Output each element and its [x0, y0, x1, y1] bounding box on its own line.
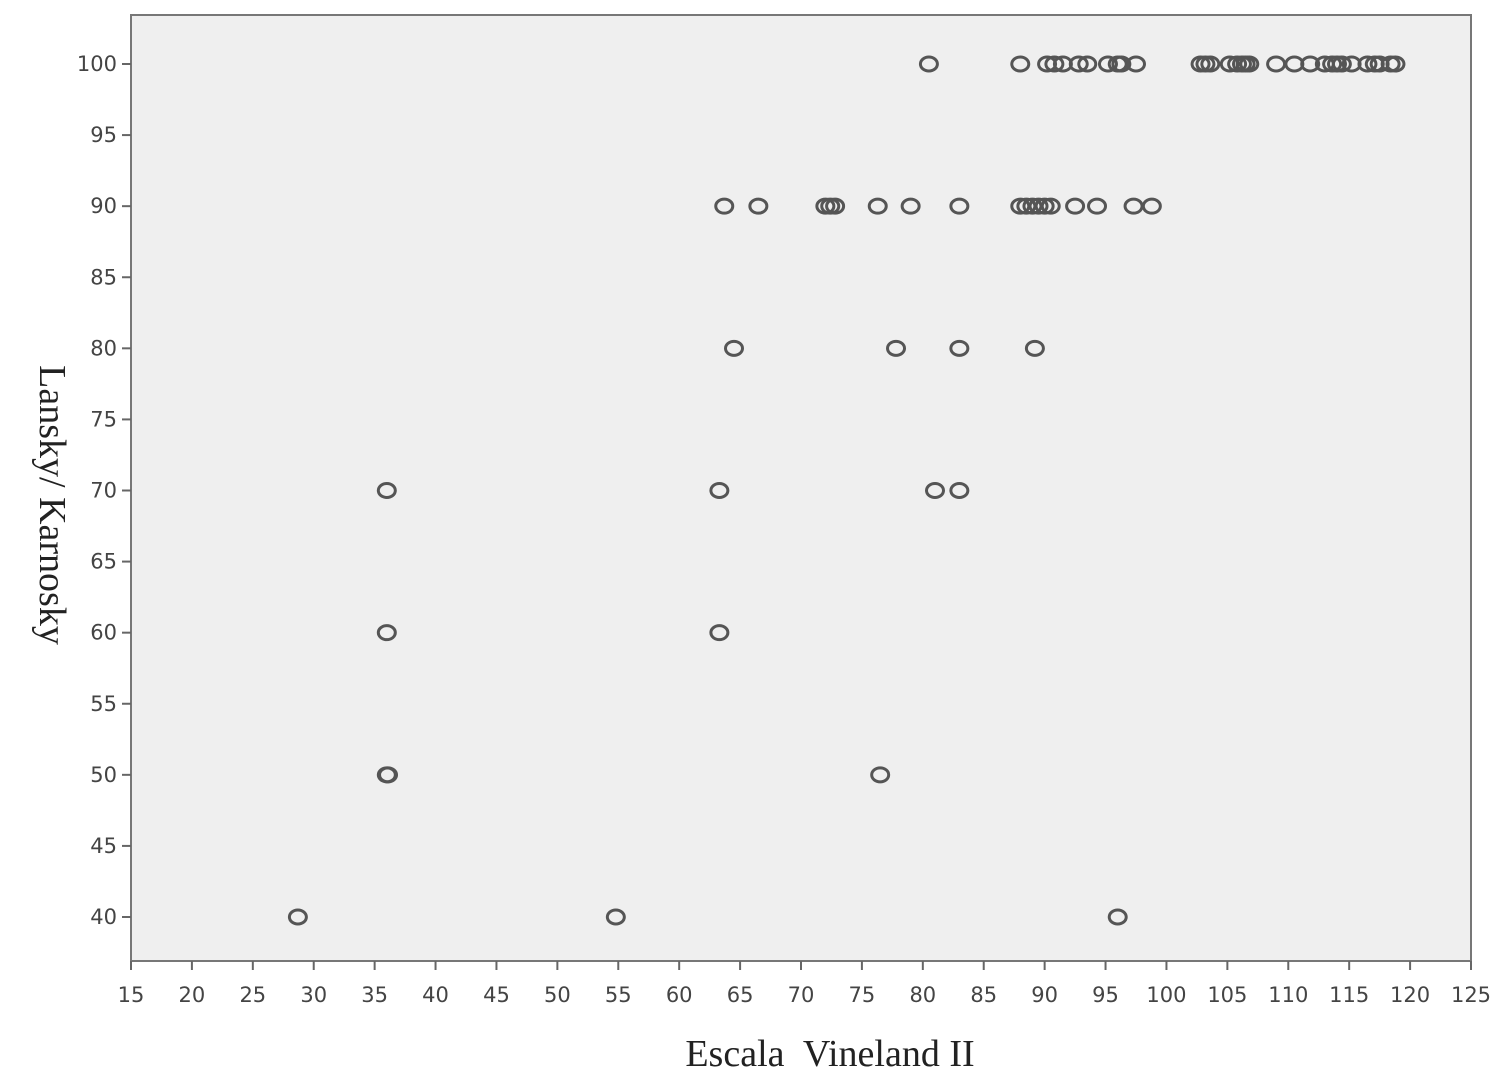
x-tick-label: 20 — [179, 983, 206, 1007]
y-axis-title: Lansky/ Karnosky — [31, 365, 73, 645]
plot-area — [130, 14, 1472, 962]
x-tick-label: 75 — [849, 983, 876, 1007]
x-tick-label: 60 — [666, 983, 693, 1007]
y-tick-label: 75 — [90, 407, 117, 431]
data-point — [1087, 197, 1108, 215]
y-tick-label: 70 — [90, 479, 117, 503]
y-tick-label: 85 — [90, 265, 117, 289]
x-tick-label: 40 — [422, 983, 449, 1007]
y-tick-label: 50 — [90, 763, 117, 787]
data-point — [378, 766, 399, 784]
data-point — [605, 908, 626, 926]
data-point — [1111, 55, 1132, 73]
y-tick-label: 55 — [90, 692, 117, 716]
x-tick-label: 70 — [788, 983, 815, 1007]
data-points — [287, 55, 1406, 926]
data-point — [1331, 55, 1352, 73]
data-point — [1200, 55, 1221, 73]
data-point — [1107, 908, 1128, 926]
x-axis-title: Escala Vineland II — [685, 1033, 974, 1075]
x-tick-label: 115 — [1329, 983, 1369, 1007]
data-point — [1065, 197, 1086, 215]
y-tick-label: 90 — [90, 194, 117, 218]
data-point — [1385, 55, 1406, 73]
data-point — [1040, 197, 1061, 215]
y-tick-label: 40 — [90, 905, 117, 929]
data-point — [1141, 197, 1162, 215]
data-point — [867, 197, 888, 215]
x-tick-label: 55 — [605, 983, 632, 1007]
data-point — [709, 482, 730, 499]
data-point — [748, 197, 769, 215]
x-tick-label: 65 — [727, 983, 754, 1007]
data-point — [825, 197, 846, 215]
data-point — [918, 55, 939, 73]
data-point — [1024, 339, 1045, 357]
data-point — [376, 624, 397, 642]
data-point — [376, 482, 397, 499]
data-point — [1126, 55, 1146, 73]
data-point — [1239, 55, 1260, 73]
x-tick-label: 95 — [1092, 983, 1119, 1007]
data-point — [870, 766, 891, 784]
data-point — [724, 339, 744, 357]
x-tick-label: 30 — [300, 983, 327, 1007]
data-point — [1357, 55, 1378, 73]
data-point — [1077, 55, 1098, 73]
x-tick-label: 125 — [1451, 983, 1491, 1007]
y-tick-label: 65 — [90, 550, 117, 574]
data-point — [709, 624, 730, 642]
data-point — [949, 197, 970, 215]
data-point — [949, 482, 970, 499]
data-point — [1028, 197, 1049, 215]
data-point — [1044, 55, 1065, 73]
y-axis: 40 45 50 55 60 65 70 75 80 85 90 95 100 — [77, 52, 131, 929]
data-point — [714, 197, 735, 215]
x-axis: 15 20 25 30 35 40 45 50 55 60 65 70 75 80 85 90 95 100 105… — [118, 961, 1491, 1007]
data-point — [1068, 55, 1089, 73]
x-tick-label: 45 — [483, 983, 510, 1007]
y-tick-label: 100 — [77, 52, 117, 76]
data-point — [925, 482, 945, 499]
data-point — [1097, 55, 1118, 73]
data-point — [949, 339, 970, 357]
y-tick-label: 60 — [90, 621, 117, 645]
x-tick-label: 90 — [1031, 983, 1058, 1007]
x-tick-label: 120 — [1390, 983, 1430, 1007]
data-point — [1034, 197, 1055, 215]
x-tick-label: 110 — [1268, 983, 1308, 1007]
x-tick-label: 105 — [1207, 983, 1247, 1007]
x-tick-label: 50 — [544, 983, 571, 1007]
data-point — [900, 197, 921, 215]
data-point — [1300, 55, 1321, 73]
x-tick-label: 35 — [361, 983, 388, 1007]
y-tick-label: 80 — [90, 336, 117, 360]
x-tick-label: 100 — [1146, 983, 1186, 1007]
data-point — [886, 339, 907, 357]
x-tick-label: 25 — [239, 983, 266, 1007]
y-tick-label: 95 — [90, 123, 117, 147]
x-tick-label: 80 — [909, 983, 936, 1007]
data-point — [1010, 55, 1031, 73]
x-tick-label: 15 — [118, 983, 145, 1007]
data-point — [287, 908, 308, 926]
x-tick-label: 85 — [970, 983, 997, 1007]
y-tick-label: 45 — [90, 834, 117, 858]
